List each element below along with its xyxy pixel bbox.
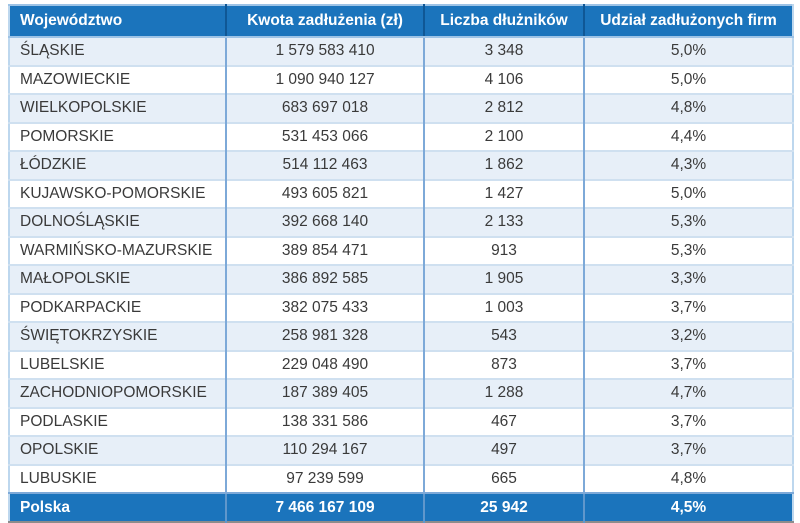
cell-debtors: 3 348 <box>423 37 584 66</box>
cell-share: 5,3% <box>583 207 793 237</box>
debt-table: Województwo Kwota zadłużenia (zł) Liczba… <box>8 4 794 523</box>
cell-amount: 382 075 433 <box>225 292 424 322</box>
footer-cell-amount: 7 466 167 109 <box>225 492 424 522</box>
cell-region: MAŁOPOLSKIE <box>9 264 226 294</box>
cell-share: 5,0% <box>583 64 793 94</box>
table-row: ZACHODNIOPOMORSKIE 187 389 405 1 288 4,7% <box>9 378 793 408</box>
table-row: OPOLSKIE 110 294 167 497 3,7% <box>9 435 793 465</box>
cell-amount: 531 453 066 <box>225 121 424 151</box>
cell-region: LUBUSKIE <box>9 463 226 493</box>
cell-share: 5,0% <box>583 37 793 66</box>
header-cell-amount: Kwota zadłużenia (zł) <box>225 5 424 38</box>
cell-region: POMORSKIE <box>9 121 226 151</box>
table-row: DOLNOŚLĄSKIE 392 668 140 2 133 5,3% <box>9 207 793 237</box>
cell-debtors: 1 003 <box>423 292 584 322</box>
cell-debtors: 2 133 <box>423 207 584 237</box>
footer-cell-region: Polska <box>9 492 226 522</box>
cell-amount: 258 981 328 <box>225 321 424 351</box>
cell-amount: 97 239 599 <box>225 463 424 493</box>
table-header-row: Województwo Kwota zadłużenia (zł) Liczba… <box>9 5 793 38</box>
cell-debtors: 467 <box>423 406 584 436</box>
cell-share: 5,0% <box>583 178 793 208</box>
table-row: LUBUSKIE 97 239 599 665 4,8% <box>9 463 793 493</box>
cell-amount: 1 579 583 410 <box>225 37 424 66</box>
cell-share: 5,3% <box>583 235 793 265</box>
cell-debtors: 1 427 <box>423 178 584 208</box>
footer-row: Polska 7 466 167 109 25 942 4,5% <box>9 492 793 522</box>
table-row: WIELKOPOLSKIE 683 697 018 2 812 4,8% <box>9 93 793 123</box>
table-row: ŚWIĘTOKRZYSKIE 258 981 328 543 3,2% <box>9 321 793 351</box>
cell-share: 4,8% <box>583 463 793 493</box>
cell-debtors: 497 <box>423 435 584 465</box>
cell-share: 4,8% <box>583 93 793 123</box>
cell-amount: 389 854 471 <box>225 235 424 265</box>
cell-share: 3,7% <box>583 292 793 322</box>
cell-debtors: 665 <box>423 463 584 493</box>
cell-region: MAZOWIECKIE <box>9 64 226 94</box>
cell-share: 3,7% <box>583 349 793 379</box>
header-cell-debtors: Liczba dłużników <box>423 5 584 38</box>
table-row: PODKARPACKIE 382 075 433 1 003 3,7% <box>9 292 793 322</box>
cell-amount: 493 605 821 <box>225 178 424 208</box>
cell-amount: 392 668 140 <box>225 207 424 237</box>
cell-amount: 386 892 585 <box>225 264 424 294</box>
cell-debtors: 913 <box>423 235 584 265</box>
cell-debtors: 2 812 <box>423 93 584 123</box>
cell-debtors: 2 100 <box>423 121 584 151</box>
cell-debtors: 4 106 <box>423 64 584 94</box>
cell-region: WIELKOPOLSKIE <box>9 93 226 123</box>
cell-debtors: 873 <box>423 349 584 379</box>
cell-debtors: 543 <box>423 321 584 351</box>
table-row: KUJAWSKO-POMORSKIE 493 605 821 1 427 5,0% <box>9 178 793 208</box>
cell-amount: 110 294 167 <box>225 435 424 465</box>
table-row: POMORSKIE 531 453 066 2 100 4,4% <box>9 121 793 151</box>
cell-region: LUBELSKIE <box>9 349 226 379</box>
table-row: LUBELSKIE 229 048 490 873 3,7% <box>9 349 793 379</box>
cell-region: ŁÓDZKIE <box>9 150 226 180</box>
table-row: ŁÓDZKIE 514 112 463 1 862 4,3% <box>9 150 793 180</box>
cell-region: ŚWIĘTOKRZYSKIE <box>9 321 226 351</box>
cell-debtors: 1 288 <box>423 378 584 408</box>
cell-region: WARMIŃSKO-MAZURSKIE <box>9 235 226 265</box>
cell-region: OPOLSKIE <box>9 435 226 465</box>
header-cell-region: Województwo <box>9 5 226 38</box>
cell-amount: 187 389 405 <box>225 378 424 408</box>
cell-amount: 683 697 018 <box>225 93 424 123</box>
table-row: MAZOWIECKIE 1 090 940 127 4 106 5,0% <box>9 64 793 94</box>
table-row: ŚLĄSKIE 1 579 583 410 3 348 5,0% <box>9 37 793 66</box>
cell-amount: 514 112 463 <box>225 150 424 180</box>
cell-share: 4,3% <box>583 150 793 180</box>
cell-region: DOLNOŚLĄSKIE <box>9 207 226 237</box>
cell-amount: 1 090 940 127 <box>225 64 424 94</box>
cell-amount: 229 048 490 <box>225 349 424 379</box>
cell-share: 3,3% <box>583 264 793 294</box>
cell-debtors: 1 862 <box>423 150 584 180</box>
cell-region: KUJAWSKO-POMORSKIE <box>9 178 226 208</box>
cell-share: 3,2% <box>583 321 793 351</box>
cell-share: 4,4% <box>583 121 793 151</box>
header-cell-share: Udział zadłużonych firm <box>583 5 793 38</box>
table-row: WARMIŃSKO-MAZURSKIE 389 854 471 913 5,3% <box>9 235 793 265</box>
cell-region: ŚLĄSKIE <box>9 37 226 66</box>
cell-share: 3,7% <box>583 435 793 465</box>
cell-share: 4,7% <box>583 378 793 408</box>
cell-region: PODLASKIE <box>9 406 226 436</box>
cell-debtors: 1 905 <box>423 264 584 294</box>
cell-amount: 138 331 586 <box>225 406 424 436</box>
table-row: PODLASKIE 138 331 586 467 3,7% <box>9 406 793 436</box>
footer-cell-share: 4,5% <box>583 492 793 522</box>
cell-region: PODKARPACKIE <box>9 292 226 322</box>
table-row: MAŁOPOLSKIE 386 892 585 1 905 3,3% <box>9 264 793 294</box>
cell-share: 3,7% <box>583 406 793 436</box>
cell-region: ZACHODNIOPOMORSKIE <box>9 378 226 408</box>
footer-cell-debtors: 25 942 <box>423 492 584 522</box>
